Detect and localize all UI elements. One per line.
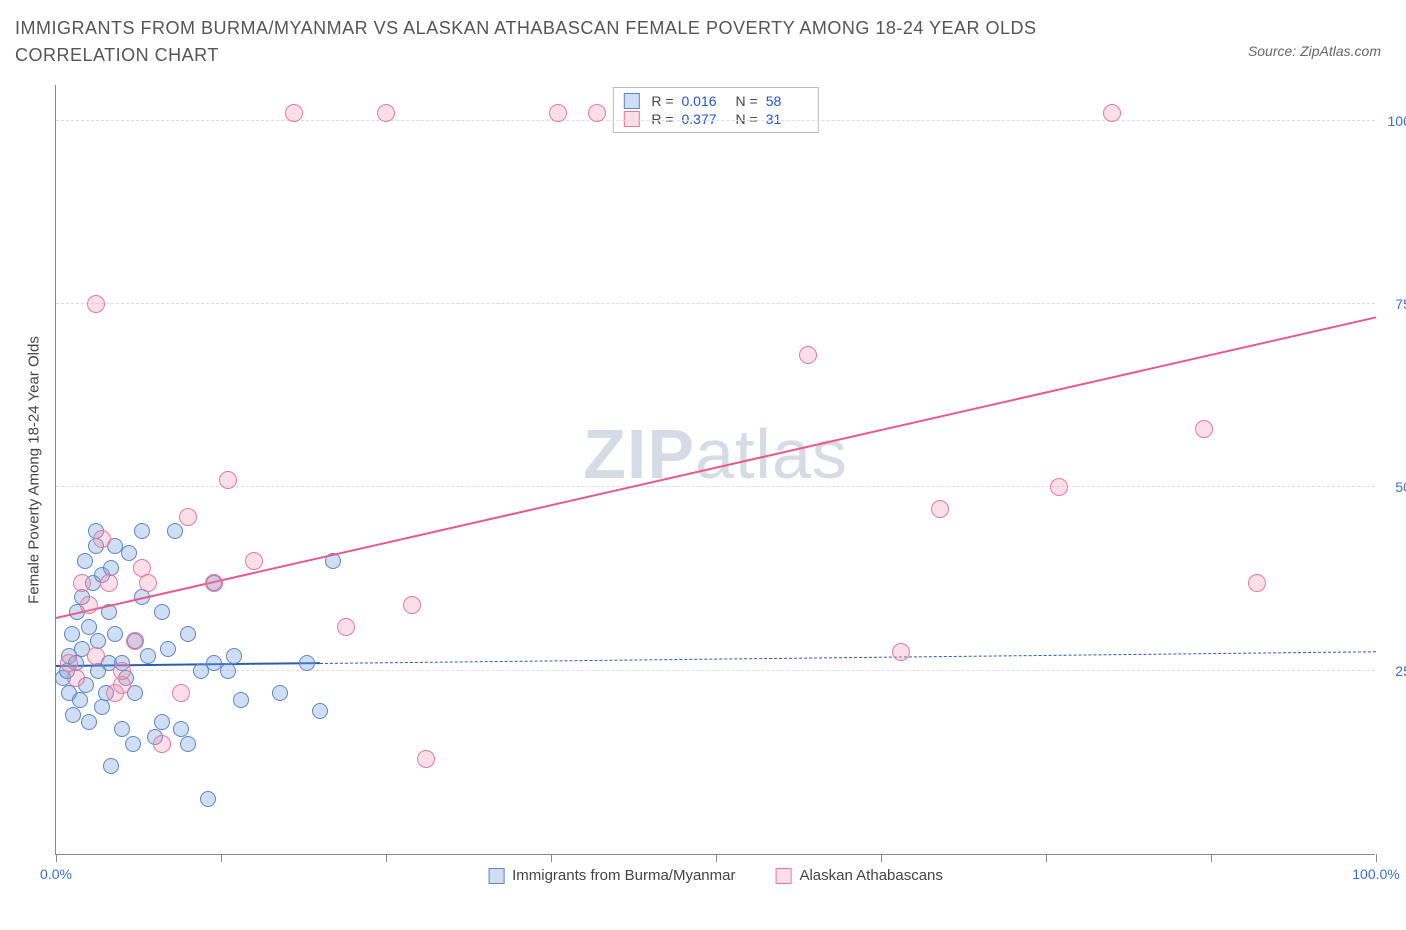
x-tick [1211,854,1212,862]
data-point [179,508,197,526]
data-point [377,104,395,122]
stats-box: R =0.016N =58R =0.377N =31 [612,87,818,133]
data-point [114,721,130,737]
data-point [299,655,315,671]
y-tick-label: 100.0% [1388,113,1406,129]
legend-label: Alaskan Athabascans [799,867,942,884]
data-point [100,574,118,592]
data-point [154,604,170,620]
data-point [245,552,263,570]
data-point [134,523,150,539]
data-point [139,574,157,592]
gridline [56,120,1375,121]
legend-item-2: Alaskan Athabascans [775,867,942,884]
stats-row: R = 0.016 N = 58 [623,92,807,110]
data-point [87,647,105,665]
data-point [81,619,97,635]
data-point [77,553,93,569]
data-point [417,750,435,768]
data-point [205,574,223,592]
stat-label: R = [651,93,673,109]
data-point [67,669,85,687]
data-point [65,707,81,723]
x-tick [221,854,222,862]
data-point [87,295,105,313]
gridline [56,486,1375,487]
x-tick [881,854,882,862]
data-point [892,643,910,661]
chart-title: IMMIGRANTS FROM BURMA/MYANMAR VS ALASKAN… [15,15,1115,69]
legend-swatch-icon [775,868,791,884]
data-point [103,758,119,774]
data-point [931,500,949,518]
legend-item-1: Immigrants from Burma/Myanmar [488,867,735,884]
x-tick-label: 0.0% [40,866,72,882]
data-point [272,685,288,701]
data-point [93,530,111,548]
y-tick-label: 75.0% [1395,296,1406,312]
x-tick [1376,854,1377,862]
stat-label: N = [736,93,758,109]
stat-r-value: 0.016 [682,93,724,109]
data-point [94,699,110,715]
data-point [588,104,606,122]
gridline [56,670,1375,671]
gridline [56,303,1375,304]
data-point [403,596,421,614]
data-point [167,523,183,539]
data-point [154,714,170,730]
data-point [172,684,190,702]
legend-swatch-icon [488,868,504,884]
y-tick-label: 50.0% [1395,479,1406,495]
plot-area: ZIPatlas Female Poverty Among 18-24 Year… [55,85,1375,855]
data-point [81,714,97,730]
x-tick [386,854,387,862]
legend-label: Immigrants from Burma/Myanmar [512,867,735,884]
data-point [549,104,567,122]
x-tick [551,854,552,862]
y-axis-label: Female Poverty Among 18-24 Year Olds [26,336,43,604]
stats-swatch-icon [623,93,639,109]
data-point [73,574,91,592]
data-point [140,648,156,664]
data-point [337,618,355,636]
data-point [121,545,137,561]
data-point [64,626,80,642]
data-point [180,626,196,642]
y-tick-label: 25.0% [1395,663,1406,679]
stat-n-value: 58 [766,93,808,109]
data-point [233,692,249,708]
data-point [80,596,98,614]
data-point [285,104,303,122]
data-point [173,721,189,737]
data-point [126,632,144,650]
source-attribution: Source: ZipAtlas.com [1248,43,1381,59]
data-point [153,735,171,753]
data-point [312,703,328,719]
data-point [1248,574,1266,592]
x-tick [56,854,57,862]
data-point [160,641,176,657]
data-point [113,662,131,680]
data-point [180,736,196,752]
data-point [107,626,123,642]
data-point [219,471,237,489]
bottom-legend: Immigrants from Burma/Myanmar Alaskan At… [488,867,943,884]
data-point [125,736,141,752]
data-point [200,791,216,807]
data-point [226,648,242,664]
watermark: ZIPatlas [583,414,848,494]
data-point [220,663,236,679]
x-tick-label: 100.0% [1352,866,1399,882]
data-point [799,346,817,364]
trend-line-dashed [320,651,1376,664]
data-point [1195,420,1213,438]
chart-container: IMMIGRANTS FROM BURMA/MYANMAR VS ALASKAN… [15,15,1391,915]
data-point [1050,478,1068,496]
data-point [1103,104,1121,122]
x-tick [716,854,717,862]
x-tick [1046,854,1047,862]
trend-line [56,317,1376,620]
data-point [72,692,88,708]
